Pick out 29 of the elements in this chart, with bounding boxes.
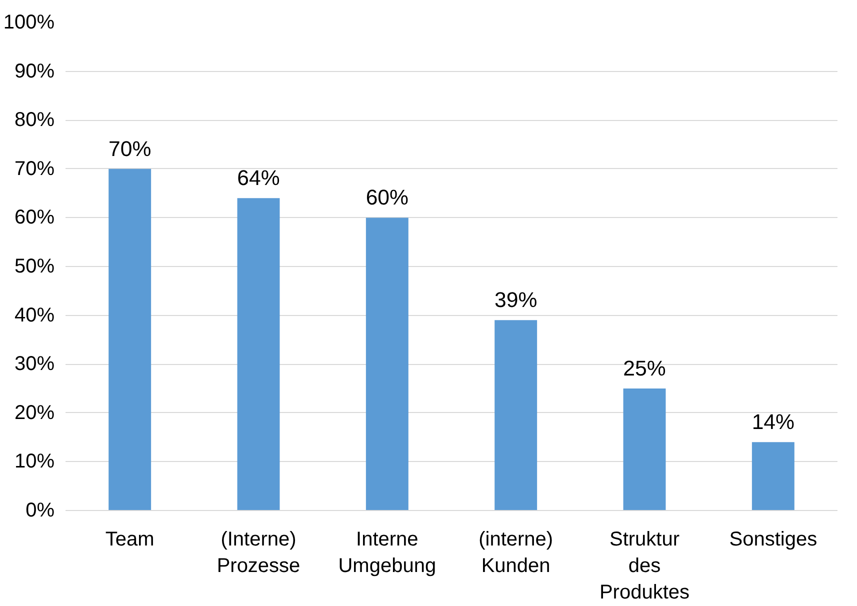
y-tick-label: 80% bbox=[14, 109, 55, 132]
y-tick-label: 20% bbox=[14, 402, 55, 424]
bar bbox=[623, 388, 666, 510]
bar bbox=[366, 218, 408, 510]
bar bbox=[237, 198, 280, 510]
data-label: 14% bbox=[752, 410, 795, 434]
data-label: 60% bbox=[366, 186, 409, 210]
data-label: 25% bbox=[623, 356, 666, 380]
y-tick-label: 50% bbox=[14, 256, 55, 278]
x-tick-label: Sonstiges bbox=[729, 528, 818, 550]
y-tick-label: 70% bbox=[14, 158, 55, 180]
y-tick-label: 60% bbox=[14, 206, 55, 229]
data-label: 64% bbox=[237, 166, 280, 190]
data-label: 39% bbox=[494, 288, 538, 312]
x-tick-label: (Interne) Prozesse bbox=[216, 528, 300, 577]
x-tick-label: (interne) Kunden bbox=[478, 528, 554, 577]
x-tick-label: Team bbox=[105, 528, 154, 550]
x-tick-label: Interne Umgebung bbox=[338, 528, 436, 577]
y-tick-label: 90% bbox=[14, 60, 55, 82]
x-tick-label: Struktur des Produktes bbox=[599, 528, 690, 604]
bar bbox=[752, 442, 794, 510]
y-tick-label: 30% bbox=[14, 353, 55, 376]
bar bbox=[108, 168, 152, 510]
y-tick-label: 0% bbox=[26, 500, 55, 522]
data-label: 70% bbox=[108, 136, 152, 161]
bar bbox=[494, 320, 538, 510]
y-tick-label: 40% bbox=[14, 304, 55, 326]
y-tick-label: 10% bbox=[14, 450, 55, 473]
y-tick-label: 100% bbox=[3, 12, 55, 34]
